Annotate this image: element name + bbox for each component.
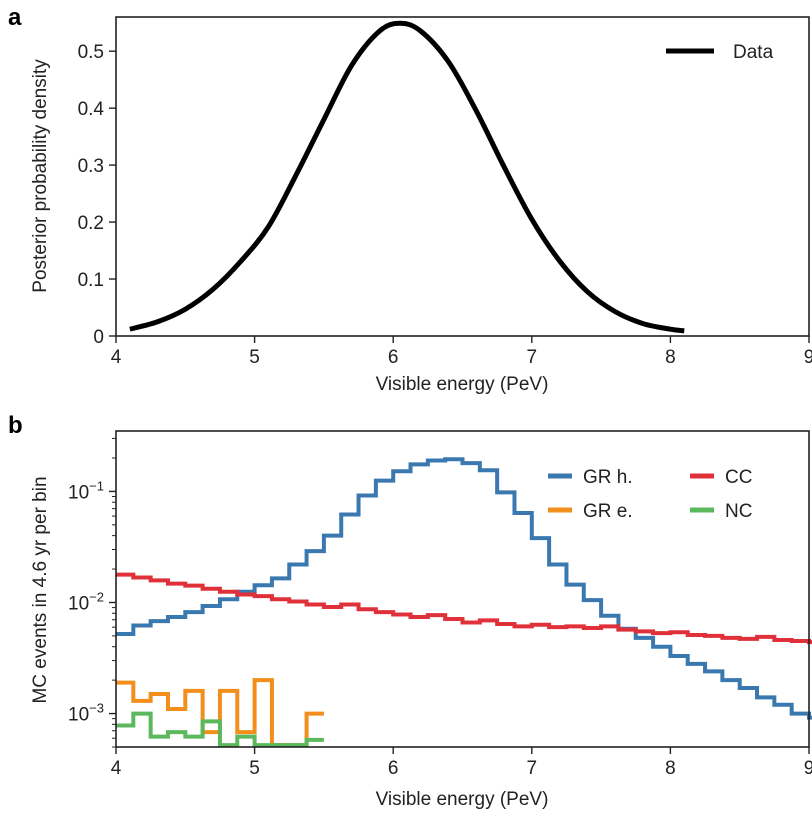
x-tick-label: 6 <box>388 758 399 779</box>
legend-label-gr-h: GR h. <box>583 467 633 488</box>
series-step-nc <box>116 711 324 748</box>
panel-b-legend: GR h. GR e. CC NC <box>548 467 752 522</box>
y-tick-label: 0.5 <box>78 42 104 63</box>
y-tick-label: 0.4 <box>78 99 105 120</box>
legend-label-gr-e: GR e. <box>583 501 633 522</box>
y-tick-label: 10−2 <box>68 589 104 614</box>
legend-label-cc: CC <box>725 467 752 488</box>
panel-b: b 4 5 6 7 8 9 10−1 10−2 10−3 Visible energy (Pe… <box>8 412 812 810</box>
panel-b-y-ticks: 10−1 10−2 10−3 <box>68 437 116 748</box>
x-tick-label: 5 <box>249 758 260 779</box>
x-tick-label: 5 <box>249 347 260 368</box>
series-step-cc <box>116 572 812 645</box>
x-tick-label: 8 <box>665 347 676 368</box>
panel-b-x-axis-label: Visible energy (PeV) <box>376 789 549 810</box>
panel-a-legend: Data <box>666 42 774 63</box>
panel-b-x-ticks: 4 5 6 7 8 9 <box>111 747 812 779</box>
panel-a-frame <box>115 16 810 337</box>
x-tick-label: 4 <box>111 347 122 368</box>
panel-a-x-ticks: 4 5 6 7 8 9 <box>111 336 812 368</box>
x-tick-label: 9 <box>804 347 812 368</box>
panel-b-plot-area <box>116 457 812 748</box>
y-tick-label: 0.2 <box>78 213 104 234</box>
panel-a-label: a <box>8 4 22 31</box>
legend-label-nc: NC <box>725 501 752 522</box>
y-tick-label: 10−3 <box>68 701 104 726</box>
panel-a-x-axis-label: Visible energy (PeV) <box>376 374 549 395</box>
y-tick-label: 0.1 <box>78 270 104 291</box>
x-tick-label: 9 <box>804 758 812 779</box>
series-step-gr-h <box>116 457 812 720</box>
y-tick-label: 0.3 <box>78 156 104 177</box>
x-tick-label: 6 <box>388 347 399 368</box>
legend-label-data: Data <box>733 42 774 63</box>
x-tick-label: 7 <box>527 758 538 779</box>
panel-a-y-axis-label: Posterior probability density <box>30 59 51 293</box>
x-tick-label: 8 <box>665 758 676 779</box>
y-tick-label: 10−1 <box>68 478 104 503</box>
panel-b-label: b <box>8 412 23 439</box>
series-line-data <box>129 20 685 334</box>
x-tick-label: 4 <box>111 758 122 779</box>
panel-b-y-axis-label: MC events in 4.6 yr per bin <box>30 476 51 703</box>
panel-a-plot-area <box>129 20 685 334</box>
panel-b-frame <box>115 430 810 748</box>
y-tick-label: 0 <box>93 327 104 348</box>
x-tick-label: 7 <box>527 347 538 368</box>
panel-a-y-ticks: 0 0.1 0.2 0.3 0.4 0.5 <box>78 42 116 348</box>
panel-a: a 4 5 6 7 8 9 0 0.1 0.2 0.3 0.4 0.5 Visible energy… <box>8 4 812 395</box>
